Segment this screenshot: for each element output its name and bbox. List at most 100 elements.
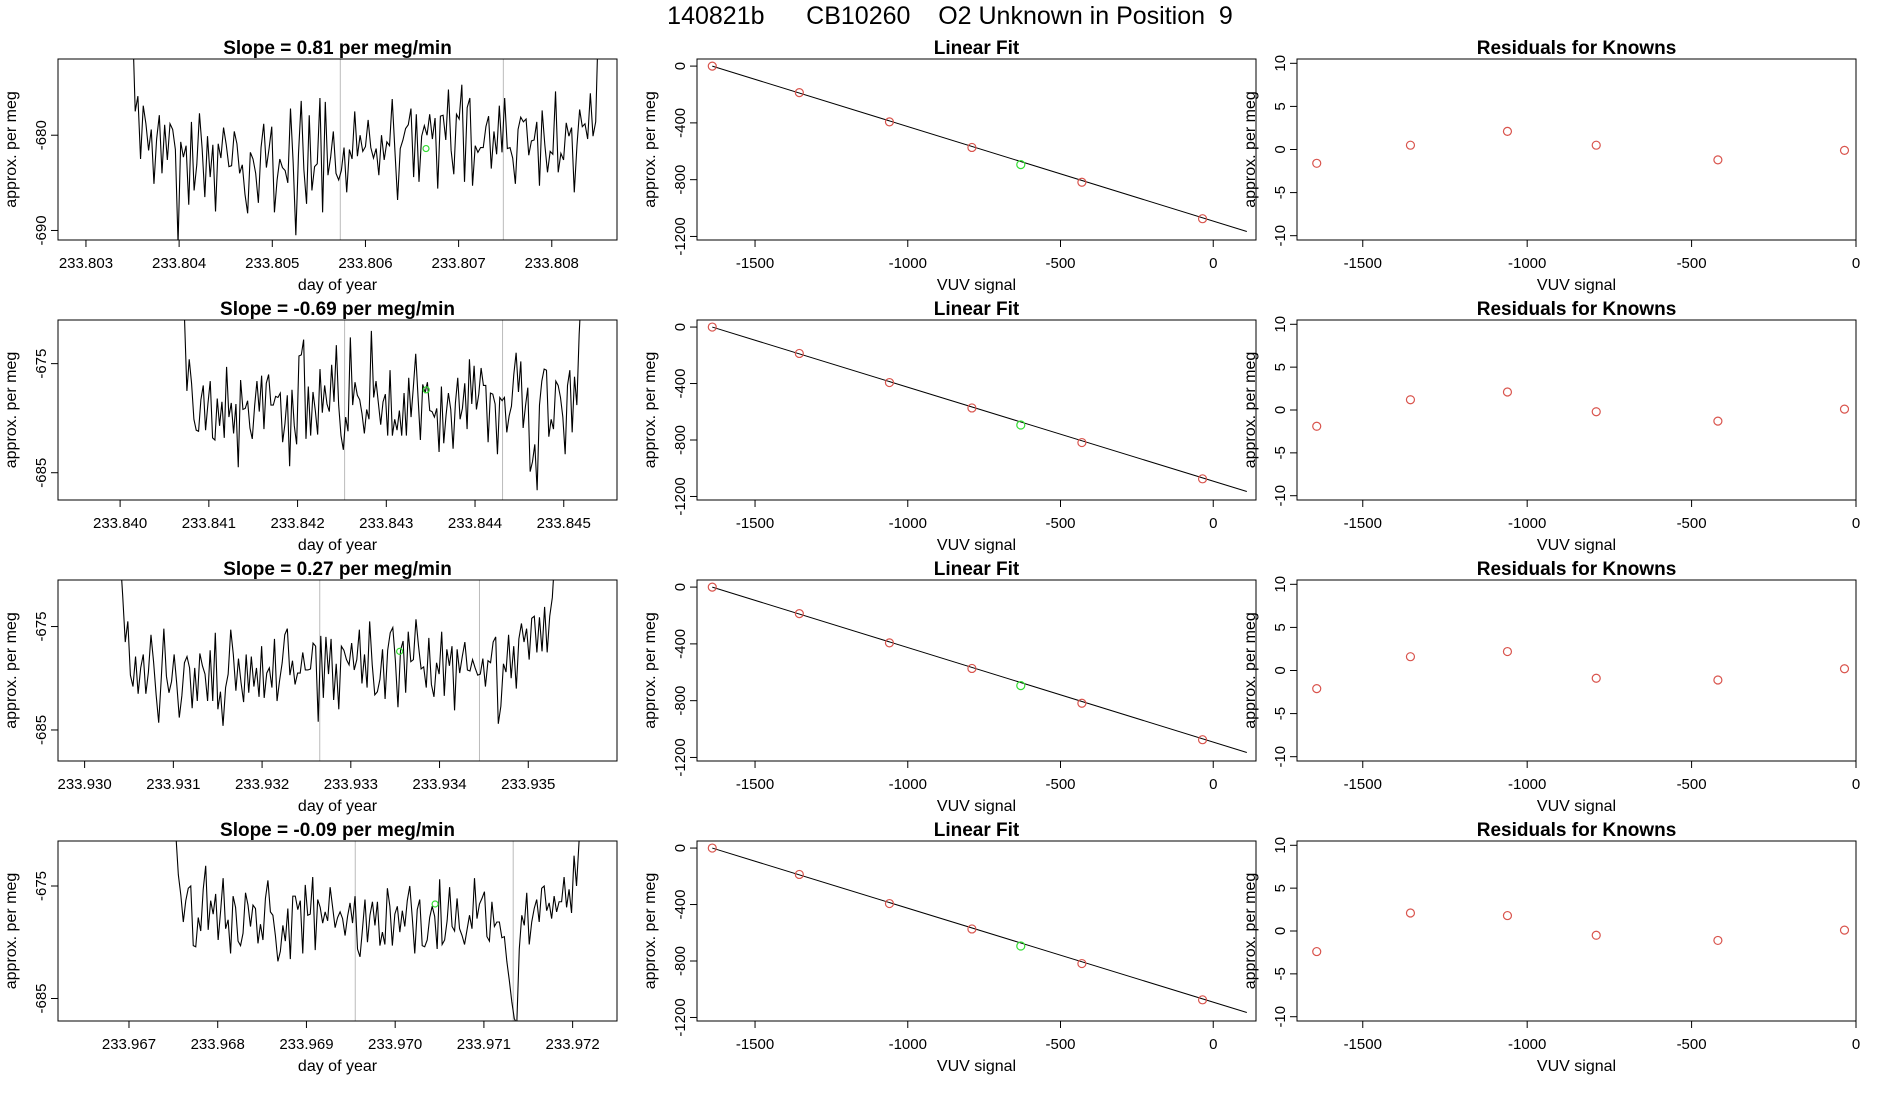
y-tick-label: -675 (33, 349, 50, 379)
x-tick-label: 233.803 (59, 255, 113, 272)
panel-grid: Slope = 0.81 per meg/min day of year appro… (3, 38, 1860, 1075)
y-tick-label: 10 (1272, 576, 1289, 593)
y-tick-label: -685 (33, 983, 50, 1013)
y-tick-label: -685 (33, 458, 50, 488)
x-tick-label: 233.967 (102, 1036, 156, 1053)
y-tick-label: -680 (33, 120, 50, 150)
known-point (794, 869, 804, 880)
residual-point (1839, 925, 1850, 935)
panel-title: Residuals for Knowns (1477, 559, 1677, 580)
x-tick-label: 233.970 (368, 1036, 422, 1053)
x-axis-label: day of year (298, 537, 378, 554)
plot-frame (57, 840, 618, 1022)
y-tick-label: -1200 (672, 998, 689, 1036)
x-tick-label: 0 (1852, 1036, 1860, 1053)
x-axis-label: VUV signal (937, 537, 1016, 554)
panel-1-3: Residuals for Knowns VUV signal approx. pe… (1242, 38, 1860, 294)
y-tick-label: 0 (672, 323, 689, 331)
y-tick-label: -675 (33, 871, 50, 901)
y-tick-label: -5 (1272, 707, 1289, 720)
residual-point (1312, 946, 1322, 957)
unknown-marker-point (431, 900, 439, 908)
residual-point (1839, 664, 1850, 674)
panel-2-1: Slope = -0.69 per meg/min day of year appr… (3, 299, 618, 554)
plot-frame (696, 319, 1257, 501)
x-tick-label: 0 (1209, 776, 1217, 793)
x-tick-label: -1500 (1344, 776, 1382, 793)
known-point (967, 142, 977, 153)
plot-frame (696, 840, 1257, 1022)
figure-title: 140821b CB10260 O2 Unknown in Position 9 (667, 2, 1233, 30)
x-tick-label: -500 (1677, 1036, 1707, 1053)
residual-point (1405, 140, 1416, 150)
y-tick-label: -400 (672, 108, 689, 138)
residual-point (1405, 652, 1416, 662)
x-tick-label: -1000 (889, 776, 927, 793)
unknown-marker-point (422, 144, 430, 153)
y-tick-label: 10 (1272, 316, 1289, 333)
plot-area (121, 580, 554, 761)
panel-title: Slope = 0.81 per meg/min (223, 38, 452, 59)
known-point (794, 88, 804, 98)
known-point (884, 117, 895, 127)
x-axis-label: VUV signal (1537, 1058, 1616, 1075)
x-tick-label: 233.935 (501, 776, 555, 793)
plot-area (184, 320, 581, 500)
panel-3-1: Slope = 0.27 per meg/min day of year appro… (3, 559, 618, 815)
y-tick-label: -675 (33, 612, 50, 642)
residual-point (1591, 140, 1601, 150)
x-tick-label: -500 (1677, 255, 1707, 272)
panel-title: Linear Fit (934, 820, 1020, 841)
plot-area (707, 61, 1247, 232)
known-point (1077, 958, 1087, 969)
fit-line (712, 586, 1247, 753)
x-axis-label: VUV signal (1537, 277, 1616, 294)
x-tick-label: -500 (1677, 515, 1707, 532)
unknown-marker-point (422, 386, 430, 394)
known-point (794, 609, 804, 619)
x-tick-label: -1500 (1344, 1036, 1382, 1053)
residual-point (1591, 930, 1601, 940)
known-point (707, 61, 717, 71)
x-tick-label: -1000 (1508, 515, 1546, 532)
x-tick-label: -500 (1045, 776, 1075, 793)
residual-point (1405, 395, 1416, 405)
x-tick-label: 233.806 (338, 255, 392, 272)
x-tick-label: 233.845 (537, 515, 591, 532)
x-tick-label: 233.843 (359, 515, 413, 532)
y-tick-label: -5 (1272, 446, 1289, 459)
known-point (1197, 735, 1208, 745)
y-axis-label: approx. per meg (3, 612, 20, 729)
y-tick-label: -685 (33, 715, 50, 745)
panel-3-3: Residuals for Knowns VUV signal approx. pe… (1242, 559, 1860, 815)
known-point (1077, 698, 1087, 708)
y-tick-label: -10 (1272, 746, 1289, 768)
panel-2-3: Residuals for Knowns VUV signal approx. pe… (1242, 299, 1860, 554)
x-tick-label: 0 (1209, 255, 1217, 272)
panel-3-2: Linear Fit VUV signal approx. per meg -1500… (642, 559, 1257, 815)
unknown-point (1016, 160, 1026, 170)
known-point (1077, 177, 1087, 187)
plot-frame (1296, 579, 1857, 762)
known-point (1197, 214, 1208, 224)
residual-point (1591, 673, 1601, 683)
x-tick-label: -1000 (889, 255, 927, 272)
x-tick-label: 233.805 (245, 255, 299, 272)
y-axis-label: approx. per meg (1242, 91, 1259, 208)
x-tick-label: 233.930 (58, 776, 112, 793)
plot-area (1312, 908, 1850, 957)
panel-1-2: Linear Fit VUV signal approx. per meg -1500… (642, 38, 1257, 294)
residual-point (1713, 675, 1723, 685)
panel-title: Linear Fit (934, 38, 1020, 59)
x-tick-label: -1000 (889, 1036, 927, 1053)
y-tick-label: 0 (1272, 406, 1289, 414)
known-point (707, 582, 717, 592)
x-tick-label: -500 (1045, 515, 1075, 532)
plot-frame (1296, 840, 1857, 1022)
residual-point (1839, 404, 1850, 414)
x-tick-label: -500 (1677, 776, 1707, 793)
data-trace-line (121, 580, 554, 726)
x-axis-label: day of year (298, 798, 378, 815)
x-axis-label: day of year (298, 1058, 378, 1075)
plot-area (707, 582, 1247, 753)
